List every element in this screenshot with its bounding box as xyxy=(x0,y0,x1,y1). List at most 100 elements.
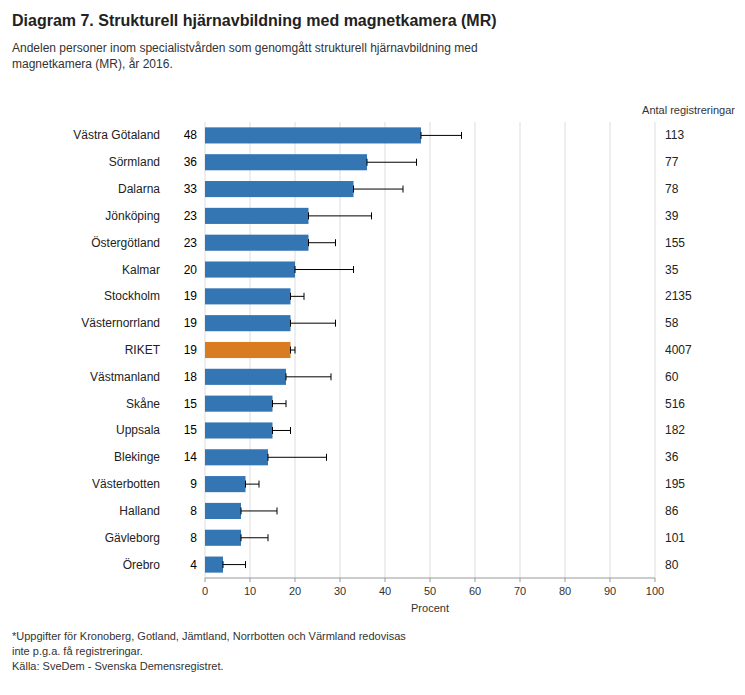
tick-label: 90 xyxy=(604,585,616,597)
bar xyxy=(205,235,309,251)
bar xyxy=(205,288,291,304)
error-bar xyxy=(421,132,462,139)
bar xyxy=(205,181,354,197)
tick-label: 60 xyxy=(469,585,481,597)
tick-mark xyxy=(655,578,656,582)
data-label: 36 xyxy=(184,155,198,169)
tick-label: 80 xyxy=(559,585,571,597)
category-label: Dalarna xyxy=(118,182,160,196)
error-bar xyxy=(286,373,331,380)
tick-label: 40 xyxy=(379,585,391,597)
grid-line xyxy=(655,122,656,578)
data-label: 23 xyxy=(184,236,198,250)
marks xyxy=(205,127,462,572)
registration-label: 77 xyxy=(665,155,679,169)
registration-label: 80 xyxy=(665,558,679,572)
data-label: 18 xyxy=(184,370,198,384)
error-bar xyxy=(295,266,354,273)
error-bar xyxy=(273,427,291,434)
bar xyxy=(205,154,367,170)
registration-label: 58 xyxy=(665,316,679,330)
data-label: 14 xyxy=(184,450,198,464)
data-label: 8 xyxy=(190,531,197,545)
registration-label: 182 xyxy=(665,423,685,437)
error-bar xyxy=(223,561,246,568)
bar xyxy=(205,342,291,358)
bar xyxy=(205,449,268,465)
x-axis xyxy=(205,578,655,579)
data-label: 4 xyxy=(190,558,197,572)
bar xyxy=(205,261,295,277)
data-label: 8 xyxy=(190,504,197,518)
category-label: Västra Götaland xyxy=(73,128,160,142)
category-label: Gävleborg xyxy=(105,531,160,545)
error-bar xyxy=(291,293,305,300)
data-label: 19 xyxy=(184,343,198,357)
tick-mark xyxy=(430,578,431,582)
error-bar xyxy=(241,507,277,514)
category-label: Uppsala xyxy=(116,423,160,437)
bar xyxy=(205,315,291,331)
category-label: Västmanland xyxy=(90,370,160,384)
error-bar xyxy=(309,239,336,246)
grid-line xyxy=(565,122,566,578)
data-label: 33 xyxy=(184,182,198,196)
tick-label: 50 xyxy=(424,585,436,597)
data-label: 20 xyxy=(184,263,198,277)
tick-label: 100 xyxy=(646,585,664,597)
tick-mark xyxy=(565,578,566,582)
tick-label: 20 xyxy=(289,585,301,597)
chart: Diagram 7. Strukturell hjärnavbildning m… xyxy=(0,0,745,695)
registration-label: 113 xyxy=(665,128,684,142)
category-label: Östergötland xyxy=(91,236,160,250)
tick-mark xyxy=(250,578,251,582)
category-label: Blekinge xyxy=(114,450,160,464)
registration-label: 78 xyxy=(665,182,679,196)
registration-label: 4007 xyxy=(665,343,692,357)
category-label: Örebro xyxy=(123,558,161,572)
data-label: 19 xyxy=(184,316,198,330)
grid-line xyxy=(520,122,521,578)
category-label: Västernorrland xyxy=(81,316,160,330)
tick-mark xyxy=(295,578,296,582)
registration-label: 516 xyxy=(665,397,685,411)
data-label: 48 xyxy=(184,128,198,142)
bar xyxy=(205,476,246,492)
registration-label: 2135 xyxy=(665,289,692,303)
tick-mark xyxy=(385,578,386,582)
registration-label: 195 xyxy=(665,477,685,491)
tick-mark xyxy=(475,578,476,582)
bar xyxy=(205,369,286,385)
error-bar xyxy=(354,186,404,193)
data-label: 19 xyxy=(184,289,198,303)
tick-mark xyxy=(610,578,611,582)
registration-label: 36 xyxy=(665,450,679,464)
error-bar xyxy=(291,347,296,354)
tick-label: 10 xyxy=(244,585,256,597)
tick-label: 30 xyxy=(334,585,346,597)
bar xyxy=(205,396,273,412)
error-bar xyxy=(309,212,372,219)
grid-line xyxy=(430,122,431,578)
category-label: RIKET xyxy=(125,343,161,357)
registration-label: 155 xyxy=(665,236,685,250)
bar xyxy=(205,503,241,519)
tick-label: 70 xyxy=(514,585,526,597)
category-label: Halland xyxy=(119,504,160,518)
grid-line xyxy=(475,122,476,578)
tick-mark xyxy=(205,578,206,582)
registration-label: 39 xyxy=(665,209,679,223)
error-bar xyxy=(367,159,417,166)
category-label: Stockholm xyxy=(104,289,160,303)
category-label: Västerbotten xyxy=(92,477,160,491)
bar xyxy=(205,127,421,143)
footnote: *Uppgifter för Kronoberg, Gotland, Jämtl… xyxy=(12,630,406,672)
registration-label: 60 xyxy=(665,370,679,384)
bar xyxy=(205,530,241,546)
error-bar xyxy=(273,400,287,407)
registration-label: 86 xyxy=(665,504,679,518)
category-label: Sörmland xyxy=(109,155,160,169)
bar xyxy=(205,557,223,573)
data-label: 15 xyxy=(184,423,198,437)
grid xyxy=(205,122,655,578)
